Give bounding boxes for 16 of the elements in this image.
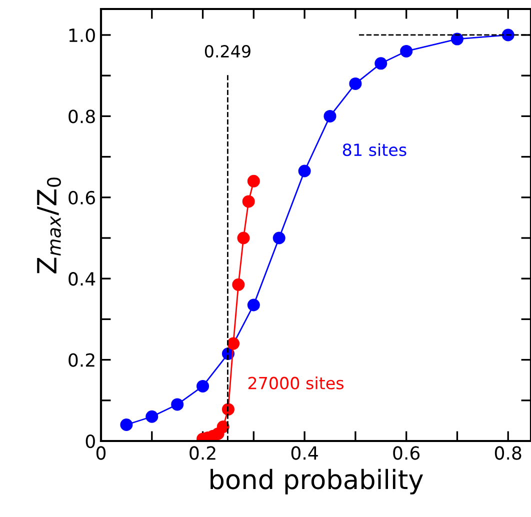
y-tick-label: 0.4: [68, 272, 96, 286]
ref-line-label: 0.249: [204, 45, 250, 58]
series-label: 27000 sites: [248, 376, 344, 390]
x-tick-label: 0: [96, 446, 106, 460]
x-axis-title: bond probability: [210, 468, 423, 494]
y-tick-label: 0.8: [68, 110, 95, 124]
y-tick-label: 0.6: [68, 190, 96, 205]
x-tick-label: 0.6: [393, 446, 420, 460]
y-tick-label: 0: [86, 434, 95, 448]
y-tick-label: 1.0: [69, 28, 95, 42]
x-tick-label: 0.4: [291, 446, 318, 460]
y-axis-title: Z$_{max}$/Z$_{0}$: [37, 178, 61, 274]
y-tick-label: 0.2: [68, 353, 94, 367]
x-tick-label: 0.2: [190, 446, 216, 460]
series-label: 81 sites: [342, 143, 406, 156]
x-tick-label: 0.8: [494, 446, 522, 460]
